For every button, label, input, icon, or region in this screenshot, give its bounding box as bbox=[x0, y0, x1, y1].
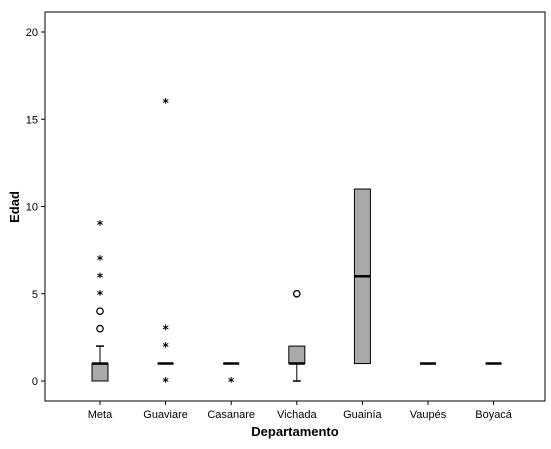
outlier-star: * bbox=[162, 323, 169, 337]
y-tick-label: 20 bbox=[26, 27, 38, 39]
y-tick-label: 5 bbox=[32, 289, 38, 301]
outlier-star: * bbox=[228, 375, 235, 389]
outlier-star: * bbox=[97, 253, 104, 267]
x-axis-title: Departamento bbox=[251, 424, 338, 439]
x-tick-label: Guaviare bbox=[143, 409, 188, 421]
box-2: * * * * bbox=[157, 96, 174, 389]
x-tick-label: Vaupés bbox=[410, 409, 447, 421]
y-tick-label: 10 bbox=[26, 202, 38, 214]
box-4 bbox=[288, 289, 306, 382]
y-tick-label: 15 bbox=[26, 114, 38, 126]
box-iqr bbox=[288, 345, 306, 365]
box-5 bbox=[353, 188, 371, 365]
outlier-circle bbox=[96, 307, 104, 316]
plot-area bbox=[44, 11, 546, 402]
x-tick-label: Guainía bbox=[343, 409, 382, 421]
box-3: * bbox=[223, 362, 240, 389]
box-group: * * * * * * * * * bbox=[91, 96, 502, 389]
y-axis: 0 5 10 15 20 bbox=[26, 27, 45, 388]
outlier-star: * bbox=[162, 375, 169, 389]
outlier-circle bbox=[292, 289, 301, 298]
outlier-circle bbox=[96, 324, 104, 333]
x-tick-label: Vichada bbox=[277, 409, 317, 421]
outlier-star: * bbox=[162, 96, 169, 110]
outlier-star: * bbox=[97, 270, 104, 284]
outlier-star: * bbox=[97, 218, 104, 232]
x-tick-label: Boyacá bbox=[475, 409, 513, 421]
outlier-star: * bbox=[97, 288, 104, 302]
x-axis: Meta Guaviare Casanare Vichada Guainía Vaupés… bbox=[88, 401, 513, 421]
outlier-star: * bbox=[162, 340, 169, 354]
x-tick-label: Meta bbox=[88, 409, 113, 421]
y-axis-title: Edad bbox=[7, 191, 22, 223]
box-1: * * * * bbox=[91, 218, 109, 382]
y-tick-label: 0 bbox=[32, 376, 38, 388]
box-iqr bbox=[91, 363, 109, 382]
x-tick-label: Casanare bbox=[207, 409, 255, 421]
